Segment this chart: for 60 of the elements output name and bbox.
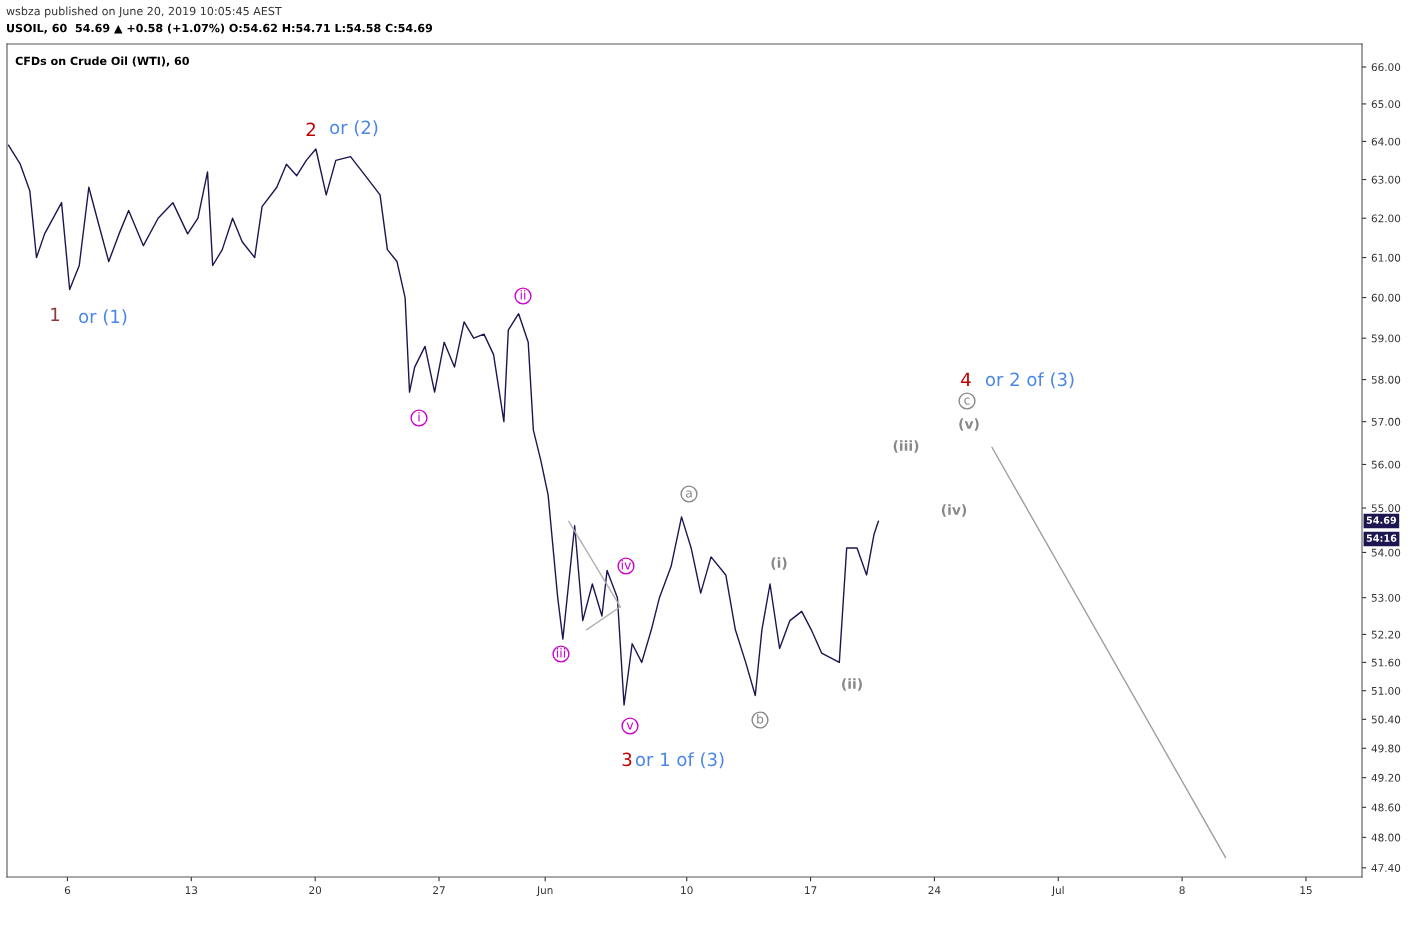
x-tick-label: 6 [64,886,71,895]
y-tick-label: 53.00 [1371,593,1401,602]
y-tick-label: 49.20 [1371,773,1401,782]
y-tick-label: 66.00 [1371,63,1401,72]
x-tick-label: 8 [1179,886,1185,895]
y-tick-label: 56.00 [1371,460,1401,469]
annotation: v [626,722,634,730]
x-tick-label: 27 [433,886,445,894]
x-tick-label: 13 [185,886,198,895]
annotation: (ii) [842,678,862,691]
y-tick-label: 55.00 [1371,504,1401,513]
x-tick-label: 15 [1300,886,1312,895]
y-tick-label: 60.00 [1371,293,1401,302]
annotation: 2 [306,122,315,136]
annotation: b [757,713,764,724]
text: CFDs on Crude Oil (WTI), 60 [15,56,189,67]
y-tick-label: 54.00 [1371,548,1401,557]
x-tick-label: Jul [1051,886,1064,897]
text: 54:16 [1366,534,1397,542]
chart-subtitle: USOIL, 60 54.69 ▲ +0.58 (+1.07%) O:54.62 H:54.71 L:54.58 C:54.69 [7,23,433,34]
annotation: or 1 of (3) [635,752,724,769]
x-tick-label: 10 [681,886,693,895]
y-tick-label: 57.00 [1371,417,1401,426]
annotation: iii [556,647,566,658]
y-tick-label: 47.40 [1371,864,1401,872]
annotation: or (1) [79,309,127,326]
y-tick-label: 59.00 [1371,334,1401,343]
y-tick-label: 63.00 [1371,175,1401,184]
text: wsbza published on June 20, 2019 10:05:45 AEST [6,6,282,18]
annotation: iv [621,559,632,570]
x-tick-label: 20 [309,886,322,895]
annotation: 4 [961,372,971,386]
annotation: (v) [959,418,979,431]
y-tick-label: 65.00 [1371,100,1401,109]
annotation: 3 [622,752,632,767]
y-tick-label: 52.20 [1371,630,1401,639]
y-tick-label: 51.00 [1371,686,1401,695]
annotation: (i) [771,557,787,570]
y-tick-label: 48.00 [1371,833,1401,842]
annotation: ii [520,289,526,300]
y-tick-label: 64.00 [1371,137,1401,146]
annotation: a [685,490,692,498]
annotation: 1 [51,307,60,321]
y-tick-label: 50.40 [1371,715,1401,724]
y-tick-label: 62.00 [1371,214,1401,223]
x-tick-label: Jun [536,886,553,897]
annotation: c [964,397,970,405]
annotation: i [418,411,420,422]
x-tick-label: 17 [805,886,817,894]
y-tick-label: 51.60 [1371,658,1401,667]
annotation: (iii) [893,440,919,453]
y-tick-label: 49.80 [1371,744,1401,753]
y-tick-label: 61.00 [1371,253,1401,262]
annotation: (iv) [941,504,967,517]
y-tick-label: 48.60 [1371,803,1401,812]
text: 54.69 [1366,516,1397,524]
x-tick-label: 24 [928,886,941,894]
annotation: or 2 of (3) [985,372,1074,389]
y-tick-label: 58.00 [1371,375,1401,384]
annotation: or (2) [330,120,378,137]
